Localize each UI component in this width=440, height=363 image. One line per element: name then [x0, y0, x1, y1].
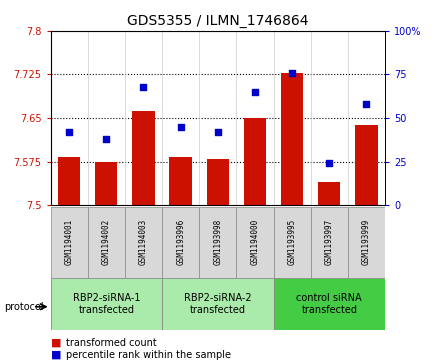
- Point: [177, 124, 184, 130]
- Text: RBP2-siRNA-1
transfected: RBP2-siRNA-1 transfected: [73, 293, 140, 315]
- Bar: [199, 207, 236, 278]
- Text: ■: ■: [51, 350, 61, 360]
- Bar: [281, 73, 303, 205]
- Text: GSM1194001: GSM1194001: [65, 219, 73, 265]
- Bar: [236, 207, 274, 278]
- Point: [214, 129, 221, 135]
- Bar: [274, 278, 385, 330]
- Bar: [274, 207, 311, 278]
- Text: GSM1194000: GSM1194000: [250, 219, 260, 265]
- Point: [251, 89, 258, 95]
- Point: [140, 84, 147, 90]
- Bar: [88, 207, 125, 278]
- Text: GSM1193995: GSM1193995: [288, 219, 297, 265]
- Bar: [311, 207, 348, 278]
- Bar: [348, 207, 385, 278]
- Point: [103, 136, 110, 142]
- Bar: [169, 157, 192, 205]
- Text: transformed count: transformed count: [66, 338, 157, 348]
- Bar: [125, 207, 162, 278]
- Point: [66, 129, 73, 135]
- Bar: [58, 157, 81, 205]
- Bar: [162, 278, 274, 330]
- Point: [363, 101, 370, 107]
- Bar: [244, 118, 266, 205]
- Bar: [51, 207, 88, 278]
- Text: control siRNA
transfected: control siRNA transfected: [297, 293, 362, 315]
- Bar: [51, 278, 162, 330]
- Text: GSM1194002: GSM1194002: [102, 219, 111, 265]
- Bar: [95, 162, 117, 205]
- Bar: [162, 207, 199, 278]
- Text: ■: ■: [51, 338, 61, 348]
- Point: [326, 160, 333, 166]
- Bar: [207, 159, 229, 205]
- Text: RBP2-siRNA-2
transfected: RBP2-siRNA-2 transfected: [184, 293, 252, 315]
- Point: [289, 70, 296, 76]
- Text: GSM1193996: GSM1193996: [176, 219, 185, 265]
- Text: GSM1193998: GSM1193998: [213, 219, 222, 265]
- Bar: [132, 111, 154, 205]
- Bar: [318, 182, 341, 205]
- Text: GSM1194003: GSM1194003: [139, 219, 148, 265]
- Title: GDS5355 / ILMN_1746864: GDS5355 / ILMN_1746864: [127, 15, 308, 28]
- Text: percentile rank within the sample: percentile rank within the sample: [66, 350, 231, 360]
- Text: GSM1193997: GSM1193997: [325, 219, 334, 265]
- Bar: [355, 125, 378, 205]
- Text: protocol: protocol: [4, 302, 44, 312]
- Text: GSM1193999: GSM1193999: [362, 219, 371, 265]
